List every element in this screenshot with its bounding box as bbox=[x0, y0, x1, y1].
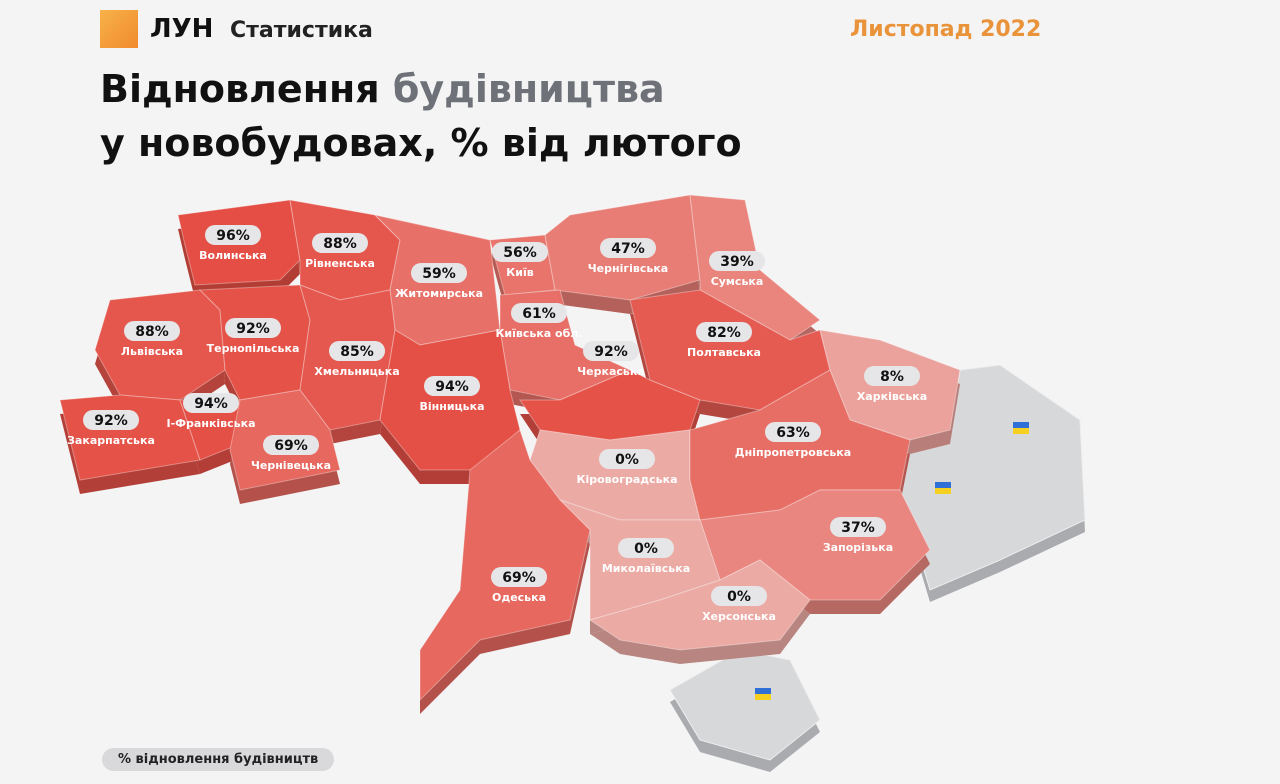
region-name: Одеська bbox=[492, 591, 546, 604]
value-label: 59% bbox=[422, 266, 456, 282]
legend: % відновлення будівництв bbox=[102, 748, 335, 771]
value-pill bbox=[492, 242, 548, 262]
brand: ЛУН bbox=[150, 14, 214, 44]
occupied-territory bbox=[669, 364, 1086, 772]
logo bbox=[100, 10, 138, 48]
region-name: Дніпропетровська bbox=[735, 446, 851, 459]
value-label: 92% bbox=[94, 413, 128, 429]
region bbox=[588, 559, 811, 651]
title-part: будівництва bbox=[392, 67, 665, 111]
value-label: 94% bbox=[435, 379, 469, 395]
value-pill bbox=[312, 233, 368, 253]
value-pill bbox=[263, 435, 319, 455]
value-pill bbox=[830, 517, 886, 537]
value-label: 69% bbox=[274, 438, 308, 454]
region-name: Київська обл. bbox=[495, 327, 582, 340]
region-name: Миколаївська bbox=[602, 562, 690, 575]
value-pill bbox=[864, 366, 920, 386]
value-pill bbox=[511, 303, 567, 323]
region-name: Запорізька bbox=[823, 541, 893, 554]
region-name: Херсонська bbox=[702, 610, 776, 623]
value-pill bbox=[411, 263, 467, 283]
region-name: Черкаська bbox=[577, 365, 644, 378]
value-label: 0% bbox=[727, 589, 751, 605]
region-name: Сумська bbox=[711, 275, 764, 288]
value-label: 85% bbox=[340, 344, 374, 360]
value-label: 88% bbox=[135, 324, 169, 340]
value-label: 8% bbox=[880, 369, 904, 385]
value-pill bbox=[711, 586, 767, 606]
region-name: Полтавська bbox=[687, 346, 761, 359]
value-pill bbox=[583, 341, 639, 361]
region-name: Львівська bbox=[121, 345, 183, 358]
title-part: Відновлення bbox=[100, 67, 380, 111]
region-name: Чернігівська bbox=[588, 262, 668, 275]
region-name: Київ bbox=[506, 266, 533, 279]
value-label: 56% bbox=[503, 245, 537, 261]
value-label: 92% bbox=[594, 344, 628, 360]
date: Листопад 2022 bbox=[850, 17, 1042, 42]
region-name: Кіровоградська bbox=[576, 473, 677, 486]
value-pill bbox=[424, 376, 480, 396]
value-label: 82% bbox=[707, 325, 741, 341]
region-name: Тернопільська bbox=[207, 342, 300, 355]
region bbox=[94, 289, 226, 401]
value-pill bbox=[225, 318, 281, 338]
value-label: 37% bbox=[841, 520, 875, 536]
value-pill bbox=[709, 251, 765, 271]
region-name: Волинська bbox=[199, 249, 267, 262]
value-pill bbox=[599, 449, 655, 469]
value-pill bbox=[205, 225, 261, 245]
value-label: 39% bbox=[720, 254, 754, 270]
value-pill bbox=[600, 238, 656, 258]
value-pill bbox=[491, 567, 547, 587]
region-name: Чернівецька bbox=[251, 459, 331, 472]
value-label: 94% bbox=[194, 396, 228, 412]
title-line: у новобудовах, % від лютого bbox=[100, 121, 742, 165]
value-pill bbox=[183, 393, 239, 413]
value-label: 92% bbox=[236, 321, 270, 337]
value-pill bbox=[696, 322, 752, 342]
value-pill bbox=[765, 422, 821, 442]
flags bbox=[755, 422, 1029, 700]
regions bbox=[59, 194, 961, 714]
region-name: Хмельницька bbox=[314, 365, 399, 378]
value-label: 88% bbox=[323, 236, 357, 252]
value-label: 63% bbox=[776, 425, 810, 441]
value-pill bbox=[124, 321, 180, 341]
value-label: 61% bbox=[522, 306, 556, 322]
value-pill bbox=[618, 538, 674, 558]
region-name: Вінницька bbox=[419, 400, 484, 413]
region-name: Закарпатська bbox=[67, 434, 155, 447]
value-label: 0% bbox=[634, 541, 658, 557]
value-label: 96% bbox=[216, 228, 250, 244]
value-label: 47% bbox=[611, 241, 645, 257]
region-name: Харківська bbox=[857, 390, 927, 403]
brand-sub: Статистика bbox=[230, 18, 373, 43]
region-name: Рівненська bbox=[305, 257, 375, 270]
region bbox=[419, 429, 591, 702]
region-name: І-Франківська bbox=[166, 417, 255, 430]
region-name: Житомирська bbox=[395, 287, 483, 300]
labels: 96% Волинська 88% Рівненська 59% Житомирська 5… bbox=[67, 225, 927, 623]
value-label: 0% bbox=[615, 452, 639, 468]
value-label: 69% bbox=[502, 570, 536, 586]
value-pill bbox=[329, 341, 385, 361]
title: Відновлення будівництва у новобудовах, %… bbox=[100, 62, 742, 170]
value-pill bbox=[83, 410, 139, 430]
